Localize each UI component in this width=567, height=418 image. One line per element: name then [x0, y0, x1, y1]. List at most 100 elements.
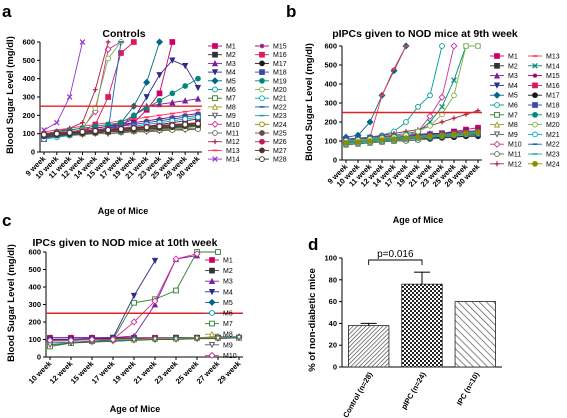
legend-label: M8	[508, 122, 518, 129]
y-tick-label: 400	[22, 74, 35, 83]
legend-label: M13	[226, 148, 240, 155]
legend-label: M23	[273, 113, 287, 120]
data-point	[182, 116, 189, 122]
data-point	[156, 123, 163, 130]
legend-item: M20	[528, 121, 560, 129]
legend-label: M2	[226, 52, 236, 59]
data-point	[169, 90, 176, 97]
legend-item: M3	[490, 72, 518, 80]
legend-marker	[532, 73, 538, 78]
legend-marker	[259, 156, 265, 162]
legend-item: M9	[208, 112, 236, 120]
legend-label: M9	[226, 113, 236, 120]
series-line	[43, 41, 83, 131]
legend-item: M1	[205, 257, 233, 265]
legend-item: M19	[528, 111, 560, 119]
legend-marker	[532, 102, 538, 108]
legend-label: M24	[546, 161, 560, 168]
legend-marker	[211, 120, 219, 128]
legend-marker	[532, 92, 538, 99]
legend-item: M26	[255, 138, 287, 146]
legend-label: M8	[226, 104, 236, 111]
data-point	[88, 335, 96, 344]
y-tick-label: 300	[22, 93, 35, 102]
y-tick-label: 80	[329, 275, 337, 284]
legend-marker	[532, 131, 538, 138]
legend-item: M5	[205, 298, 233, 307]
legend-marker	[259, 77, 265, 84]
legend-marker	[212, 86, 218, 93]
legend-item: M24	[255, 121, 287, 129]
legend-marker	[532, 121, 538, 128]
data-point	[355, 139, 361, 145]
legend-marker	[259, 147, 265, 154]
data-point	[439, 119, 445, 125]
legend-item: M14	[208, 156, 240, 164]
legend-item: M4	[208, 69, 236, 77]
legend-label: M5	[223, 300, 233, 307]
data-point	[415, 103, 421, 110]
legend-item: M12	[208, 139, 240, 146]
legend-item: M9	[205, 341, 233, 349]
legend-marker	[208, 341, 216, 349]
legend-item: M8	[490, 121, 518, 129]
data-point	[130, 318, 138, 326]
y-tick-label: 100	[28, 335, 41, 344]
series-m14	[343, 43, 481, 142]
data-point	[194, 84, 202, 92]
data-point	[450, 42, 458, 50]
legend-label: M27	[273, 148, 287, 155]
data-point	[169, 39, 176, 45]
legend-marker	[259, 86, 265, 93]
y-tick-label: 300	[324, 99, 337, 108]
data-point	[118, 119, 124, 126]
series-line	[43, 41, 109, 135]
legend-item: M2	[490, 62, 518, 70]
legend-marker	[532, 160, 538, 167]
series-line	[345, 45, 407, 138]
series-m13	[343, 45, 409, 142]
panel-label-a: a	[2, 2, 12, 21]
legend-marker	[259, 60, 265, 67]
data-point	[438, 93, 446, 101]
legend-label: M15	[546, 73, 560, 80]
y-tick-label: 100	[22, 129, 35, 138]
legend-item: M10	[208, 120, 240, 129]
legend-marker	[532, 82, 538, 89]
legend-marker	[494, 53, 500, 59]
legend-label: M21	[273, 96, 287, 103]
legend-marker	[212, 51, 218, 58]
legend-marker	[493, 72, 501, 79]
legend-item: M4	[490, 82, 518, 90]
y-tick-label: 200	[22, 111, 35, 120]
data-point	[151, 336, 159, 343]
legend-marker	[208, 288, 216, 296]
legend-marker	[493, 91, 501, 99]
data-point	[105, 55, 112, 62]
chart-d: 0 20 40 60 80 100 Control (n=28) pIPC (n=24) IPC…	[324, 249, 502, 418]
legend-item: M27	[255, 147, 287, 155]
legend-label: M23	[546, 152, 560, 159]
series-line	[43, 41, 160, 135]
data-point	[155, 38, 164, 46]
data-point	[79, 128, 86, 135]
legend-item: M7	[205, 320, 233, 328]
legend-label: M19	[273, 78, 287, 85]
data-point	[169, 57, 176, 64]
legend-item: M2	[208, 51, 236, 59]
legend-label: M17	[273, 61, 287, 68]
legend-item: M7	[208, 95, 236, 103]
legend-item: M11	[208, 130, 239, 138]
legend-label: M13	[546, 54, 560, 61]
legend-item: M1	[208, 43, 236, 51]
data-point	[439, 43, 445, 49]
series-m5	[342, 42, 410, 141]
legend-item: M8	[205, 330, 233, 339]
legend-marker	[211, 112, 219, 120]
legend-marker	[493, 82, 501, 89]
data-point	[415, 134, 421, 141]
data-point	[156, 90, 163, 97]
legend-item: M28	[255, 156, 287, 164]
legend-item: M5	[208, 77, 236, 85]
